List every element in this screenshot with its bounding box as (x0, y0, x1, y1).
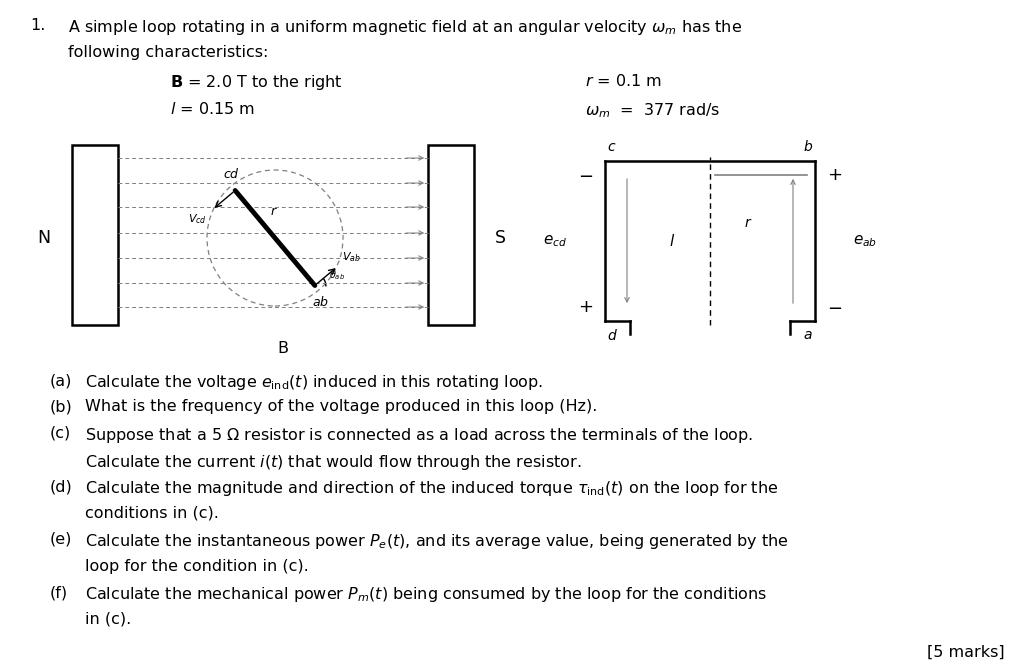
Text: $\it{l}$ = 0.15 m: $\it{l}$ = 0.15 m (170, 101, 255, 117)
Text: Calculate the magnitude and direction of the induced torque $\tau_\mathrm{ind}(t: Calculate the magnitude and direction of… (85, 479, 778, 498)
Text: $l$: $l$ (669, 233, 675, 249)
Text: Calculate the current $i(t)$ that would flow through the resistor.: Calculate the current $i(t)$ that would … (85, 453, 582, 471)
Text: N: N (38, 229, 50, 247)
Text: in (c).: in (c). (85, 611, 131, 627)
Text: S: S (495, 229, 506, 247)
Text: (a): (a) (50, 373, 73, 388)
Text: 1.: 1. (30, 18, 45, 33)
Text: Calculate the instantaneous power $P_e(t)$, and its average value, being generat: Calculate the instantaneous power $P_e(t… (85, 532, 788, 551)
Text: $r$: $r$ (743, 216, 753, 230)
Text: $\theta_{ab}$: $\theta_{ab}$ (329, 269, 345, 282)
Text: A simple loop rotating in a uniform magnetic field at an angular velocity $\omeg: A simple loop rotating in a uniform magn… (68, 18, 742, 37)
Text: conditions in (c).: conditions in (c). (85, 505, 219, 520)
Text: $\mathit{r}$: $\mathit{r}$ (270, 205, 278, 217)
Text: $-$: $-$ (827, 298, 842, 316)
Text: $b$: $b$ (803, 139, 813, 154)
Text: (b): (b) (50, 400, 73, 414)
Text: (f): (f) (50, 585, 69, 600)
Text: loop for the condition in (c).: loop for the condition in (c). (85, 558, 309, 573)
Text: (e): (e) (50, 532, 73, 547)
Text: $V_{ab}$: $V_{ab}$ (342, 251, 360, 265)
Text: $-$: $-$ (578, 166, 593, 184)
Text: B: B (278, 341, 289, 356)
Text: $V_{cd}$: $V_{cd}$ (188, 211, 207, 225)
Text: $+$: $+$ (578, 298, 593, 316)
Text: Calculate the mechanical power $P_m(t)$ being consumed by the loop for the condi: Calculate the mechanical power $P_m(t)$ … (85, 585, 767, 604)
Text: $\mathit{cd}$: $\mathit{cd}$ (222, 166, 240, 180)
Text: $e_{ab}$: $e_{ab}$ (853, 233, 878, 249)
Text: (c): (c) (50, 426, 72, 441)
Text: Calculate the voltage $e_\mathrm{ind}(t)$ induced in this rotating loop.: Calculate the voltage $e_\mathrm{ind}(t)… (85, 373, 544, 392)
Text: $e_{cd}$: $e_{cd}$ (543, 233, 567, 249)
Text: $d$: $d$ (607, 328, 617, 343)
Text: following characteristics:: following characteristics: (68, 45, 268, 60)
Text: $\mathbf{B}$ = 2.0 T to the right: $\mathbf{B}$ = 2.0 T to the right (170, 73, 343, 92)
Text: Suppose that a 5 $\Omega$ resistor is connected as a load across the terminals o: Suppose that a 5 $\Omega$ resistor is co… (85, 426, 753, 445)
Text: [5 marks]: [5 marks] (928, 645, 1005, 660)
Text: $a$: $a$ (804, 328, 813, 342)
Text: $+$: $+$ (827, 166, 842, 184)
Text: $\omega_m$  =  377 rad/s: $\omega_m$ = 377 rad/s (585, 101, 720, 120)
Text: $c$: $c$ (607, 140, 616, 154)
Text: (d): (d) (50, 479, 73, 494)
Text: $\mathit{ab}$: $\mathit{ab}$ (312, 296, 330, 310)
Text: $r$ = 0.1 m: $r$ = 0.1 m (585, 73, 662, 89)
Text: What is the frequency of the voltage produced in this loop (Hz).: What is the frequency of the voltage pro… (85, 400, 597, 414)
